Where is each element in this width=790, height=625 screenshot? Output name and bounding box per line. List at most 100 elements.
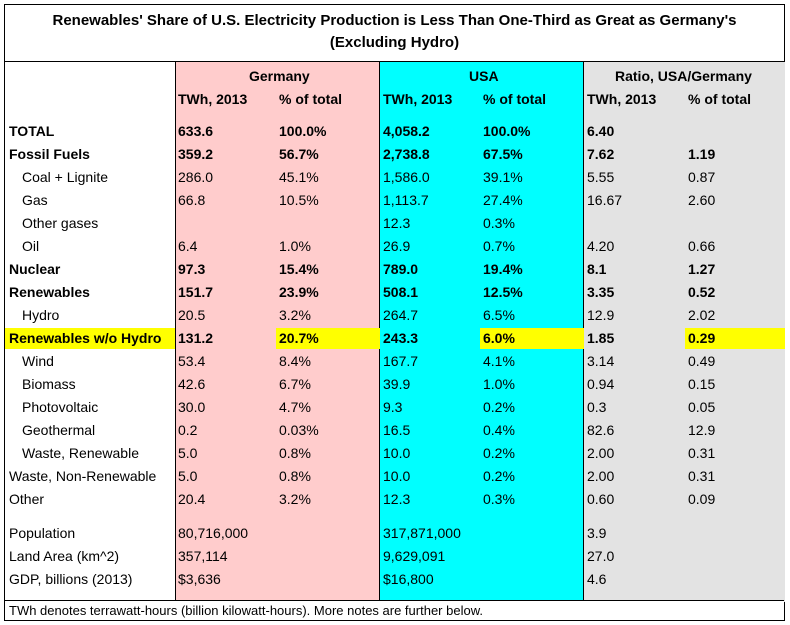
cell-us-pct: 27.4% [483,192,523,208]
stat-row: Land Area (km^2) 357,114 9,629,091 27.0 [5,545,784,568]
cell-de-twh: 633.6 [178,123,214,139]
table-row: Renewables w/o Hydro 131.2 20.7% 243.3 6.0% 1… [5,327,784,350]
cell-us-twh: 167.7 [383,353,419,369]
stat-us: 317,871,000 [383,525,461,541]
subheader: TWh, 2013 [587,91,657,107]
cell-de-twh: 20.4 [178,491,206,507]
cell-r-pct: 0.31 [688,445,716,461]
cell-de-pct: 23.9% [279,284,319,300]
cell-us-twh: 10.0 [383,468,411,484]
cell-de-pct: 3.2% [279,491,311,507]
cell-de-twh: 30.0 [178,399,206,415]
cell-r-pct: 0.49 [688,353,716,369]
spreadsheet-table: Renewables' Share of U.S. Electricity Pr… [4,4,785,621]
cell-r-pct: 0.09 [688,491,716,507]
cell-r-pct: 0.87 [688,169,716,185]
cell-us-pct: 39.1% [483,169,523,185]
cell-r-pct: 0.66 [688,238,716,254]
row-label: Renewables w/o Hydro [9,330,162,346]
title-line-2: (Excluding Hydro) [329,34,460,51]
stat-label: GDP, billions (2013) [9,571,133,587]
stat-ratio: 27.0 [587,548,615,564]
cell-us-pct: 1.0% [483,376,515,392]
subheader-row: TWh, 2013 % of total TWh, 2013 % of tota… [5,88,784,111]
table-row: Renewables 151.7 23.9% 508.1 12.5% 3.35 0.52 [5,281,784,304]
cell-r-twh: 8.1 [587,261,607,277]
cell-r-twh: 0.60 [587,491,615,507]
cell-de-pct: 0.03% [279,422,319,438]
cell-r-twh: 0.3 [587,399,607,415]
highlight-label [5,328,175,349]
cell-r-twh: 3.35 [587,284,615,300]
cell-de-pct: 8.4% [279,353,311,369]
cell-r-pct: 12.9 [688,422,716,438]
stat-row: Population 80,716,000 317,871,000 3.9 [5,522,784,545]
row-label: Wind [22,353,54,369]
row-label: Gas [22,192,48,208]
cell-us-pct: 0.2% [483,445,515,461]
cell-de-pct: 20.7% [279,330,319,346]
cell-us-pct: 0.3% [483,491,515,507]
cell-us-twh: 1,586.0 [383,169,430,185]
subheader: TWh, 2013 [178,91,248,107]
table-row: Geothermal 0.2 0.03% 16.5 0.4% 82.6 12.9 [5,419,784,442]
cell-de-twh: 0.2 [178,422,198,438]
cell-us-twh: 264.7 [383,307,419,323]
cell-us-twh: 10.0 [383,445,411,461]
cell-us-pct: 6.0% [483,330,515,346]
cell-us-pct: 0.4% [483,422,515,438]
table-row: Oil 6.4 1.0% 26.9 0.7% 4.20 0.66 [5,235,784,258]
row-label: Renewables [9,284,90,300]
table-row: Waste, Renewable 5.0 0.8% 10.0 0.2% 2.00 0.31 [5,442,784,465]
header-ratio: Ratio, USA/Germany [615,68,752,84]
subheader: % of total [279,91,342,107]
cell-us-twh: 508.1 [383,284,419,300]
stat-de: 80,716,000 [178,525,249,541]
cell-de-pct: 10.5% [279,192,319,208]
cell-de-twh: 286.0 [178,169,214,185]
row-label: Coal + Lignite [22,169,109,185]
table-row: Wind 53.4 8.4% 167.7 4.1% 3.14 0.49 [5,350,784,373]
cell-us-twh: 9.3 [383,399,403,415]
cell-de-twh: 5.0 [178,468,198,484]
row-label: Geothermal [22,422,96,438]
stat-us: $16,800 [383,571,434,587]
row-label: Fossil Fuels [9,146,90,162]
cell-r-twh: 16.67 [587,192,623,208]
cell-us-twh: 2,738.8 [383,146,430,162]
highlight-de-pct [276,328,380,349]
cell-de-pct: 1.0% [279,238,311,254]
cell-us-twh: 12.3 [383,491,411,507]
cell-us-pct: 12.5% [483,284,523,300]
cell-r-twh: 2.00 [587,468,615,484]
subheader: TWh, 2013 [383,91,453,107]
table-row: Nuclear 97.3 15.4% 789.0 19.4% 8.1 1.27 [5,258,784,281]
footer-note: TWh denotes terrawatt-hours (billion kil… [5,600,784,620]
cell-de-twh: 5.0 [178,445,198,461]
header-germany: Germany [249,68,310,84]
cell-us-twh: 243.3 [383,330,419,346]
header-usa: USA [469,68,499,84]
cell-de-twh: 151.7 [178,284,214,300]
row-label: Hydro [22,307,60,323]
cell-de-pct: 15.4% [279,261,319,277]
cell-r-pct: 0.29 [688,330,716,346]
table-title: Renewables' Share of U.S. Electricity Pr… [5,5,784,62]
cell-r-twh: 4.20 [587,238,615,254]
highlight-ratio-pct [685,328,785,349]
cell-us-twh: 26.9 [383,238,411,254]
subheader: % of total [483,91,546,107]
highlight-us-pct [480,328,584,349]
cell-de-pct: 0.8% [279,468,311,484]
table-row: TOTAL 633.6 100.0% 4,058.2 100.0% 6.40 [5,120,784,143]
cell-de-pct: 56.7% [279,146,319,162]
cell-us-pct: 0.3% [483,215,515,231]
group-header-row: Germany USA Ratio, USA/Germany [5,65,784,88]
subheader: % of total [688,91,751,107]
cell-de-twh: 6.4 [178,238,198,254]
cell-r-pct: 1.19 [688,146,716,162]
stat-us: 9,629,091 [383,548,446,564]
cell-r-pct: 2.02 [688,307,716,323]
stat-de: $3,636 [178,571,221,587]
cell-r-twh: 12.9 [587,307,615,323]
